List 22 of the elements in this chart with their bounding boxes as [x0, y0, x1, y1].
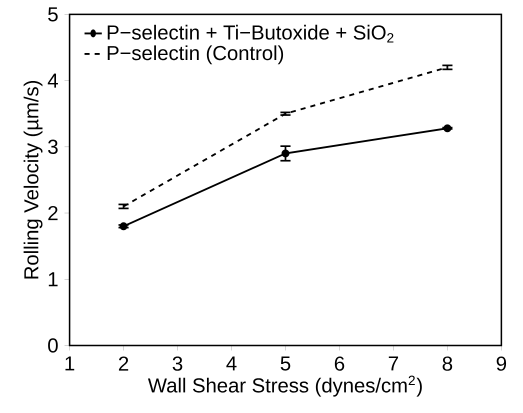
point: [120, 222, 128, 230]
x-tick-label: 9: [496, 356, 506, 371]
point: [282, 150, 290, 158]
y-tick-label: 0: [48, 338, 58, 353]
y-axis-title: Rolling Velocity (µm/s): [24, 81, 42, 279]
y-tick-label: 5: [48, 8, 58, 22]
x-axis-title: Wall Shear Stress (dynes/cm$^{2}$): [148, 376, 422, 397]
legend-label: P−selectin + Ti−Butoxide + SiO$_{2}$: [108, 24, 394, 43]
x-tick-label: 2: [118, 356, 128, 371]
y-tick-label: 2: [48, 206, 58, 220]
y-tick-label: 1: [48, 272, 58, 286]
x-tick-label: 8: [442, 356, 452, 371]
point: [443, 124, 452, 132]
x-tick-label: 3: [172, 356, 182, 371]
x-tick-label: 5: [280, 356, 290, 371]
x-tick-label: 4: [226, 356, 237, 371]
x-tick-label: 6: [334, 356, 344, 371]
x-tick-label: 7: [388, 356, 398, 371]
y-tick-label: 3: [48, 140, 58, 154]
legend-label: P−selectin (Control): [108, 46, 284, 64]
y-tick-label: 4: [48, 74, 58, 88]
x-tick-label: 1: [65, 356, 74, 371]
